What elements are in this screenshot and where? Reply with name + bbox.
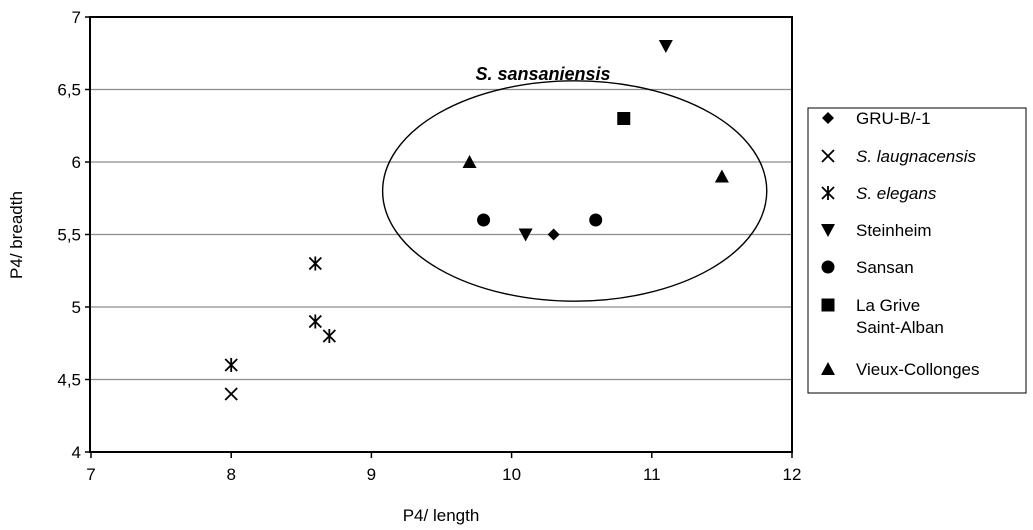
y-tick-label: 6 — [72, 153, 81, 172]
sansaniensis-annotation: S. sansaniensis — [475, 64, 610, 84]
legend-marker — [821, 362, 835, 375]
y-axis-label: P4/ breadth — [7, 191, 26, 279]
y-tick-label: 4 — [72, 443, 81, 462]
data-points — [224, 40, 729, 401]
x-tick-label: 11 — [643, 465, 661, 484]
legend-label: S. laugnacensis — [856, 147, 977, 166]
data-point — [308, 314, 322, 329]
legend-label: GRU-B/-1 — [856, 109, 931, 128]
legend-label: Sansan — [856, 258, 914, 277]
legend-marker — [822, 112, 834, 124]
data-point — [477, 213, 491, 227]
y-axis-ticks: 4 4,5 5 5,5 6 6,5 7 — [57, 8, 91, 462]
data-point — [224, 358, 238, 372]
legend-marker — [821, 149, 835, 163]
legend-label: Steinheim — [856, 221, 932, 240]
x-axis-label: P4/ length — [403, 506, 480, 525]
gridlines — [91, 88, 792, 381]
x-tick-label: 10 — [502, 465, 521, 484]
x-tick-label: 8 — [226, 465, 235, 484]
data-point — [589, 213, 603, 227]
legend-marker — [821, 186, 835, 200]
y-tick-label: 7 — [72, 8, 81, 27]
data-point — [658, 40, 673, 53]
data-point — [308, 256, 322, 271]
legend-label: S. elegans — [856, 184, 937, 203]
x-axis-ticks: 7 8 9 10 11 12 — [86, 452, 801, 484]
legend-marker — [821, 298, 835, 312]
y-tick-label: 5,5 — [57, 226, 81, 245]
x-tick-label: 12 — [783, 465, 802, 484]
legend: GRU-B/-1 S. laugnacensis S. elegans Steinhe… — [807, 107, 1027, 394]
data-point — [462, 155, 477, 168]
data-point — [547, 228, 560, 241]
legend-label: La Grive — [856, 296, 920, 315]
data-point — [322, 329, 336, 343]
x-tick-label: 9 — [367, 465, 376, 484]
sansaniensis-ellipse — [381, 80, 768, 302]
data-point — [518, 228, 533, 242]
data-point — [617, 112, 631, 125]
legend-label: Vieux-Collonges — [856, 360, 979, 379]
data-point — [224, 387, 238, 401]
y-tick-label: 4,5 — [57, 371, 81, 390]
y-tick-label: 6,5 — [57, 81, 81, 100]
legend-marker — [821, 224, 835, 237]
legend-box — [807, 107, 1027, 394]
x-tick-label: 7 — [86, 465, 95, 484]
legend-marker — [821, 260, 835, 274]
legend-label: Saint-Alban — [856, 318, 944, 337]
y-tick-label: 5 — [72, 298, 81, 317]
data-point — [714, 169, 729, 183]
